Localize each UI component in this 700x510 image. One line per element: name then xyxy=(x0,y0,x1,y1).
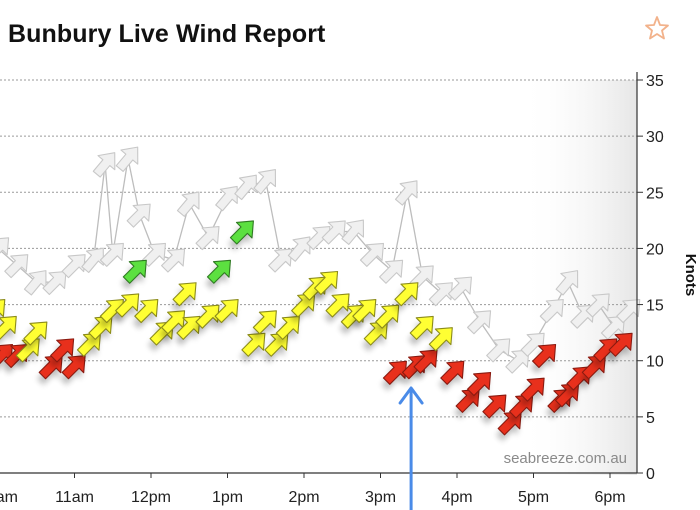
gust-arrow xyxy=(505,349,530,374)
y-tick-label: 35 xyxy=(646,73,664,90)
gust-arrow xyxy=(215,185,238,212)
wind-arrow-yellow xyxy=(239,332,266,363)
gust-arrow xyxy=(341,219,364,245)
wind-arrow-yellow xyxy=(174,315,201,346)
y-tick-label: 30 xyxy=(646,129,664,146)
gust-arrow xyxy=(92,152,116,178)
gust-arrow xyxy=(467,310,492,335)
y-tick-label: 25 xyxy=(646,185,664,202)
wind-arrow-yellow xyxy=(21,321,48,352)
x-tick-label: 12pm xyxy=(131,489,171,506)
gust-arrow xyxy=(61,254,86,279)
wind-arrow-red xyxy=(530,343,557,374)
wind-arrow-red xyxy=(606,332,633,363)
wind-arrow-yellow xyxy=(427,327,453,357)
wind-arrow-red xyxy=(48,338,75,369)
y-tick-label: 5 xyxy=(646,410,655,427)
gust-arrow xyxy=(234,174,257,201)
wind-arrow-green xyxy=(228,220,254,251)
gust-arrow xyxy=(195,226,220,251)
y-axis-label: Knots xyxy=(682,254,699,297)
gust-arrow xyxy=(0,237,10,262)
wind-arrow-yellow xyxy=(312,270,339,301)
wind-arrow-green xyxy=(121,259,147,290)
x-tick-label: 1pm xyxy=(212,489,243,506)
wind-arrow-yellow xyxy=(132,299,159,329)
wind-arrow-yellow xyxy=(113,293,140,324)
wind-arrow-red xyxy=(438,360,465,391)
x-tick-label: 2pm xyxy=(288,489,319,506)
wind-arrow-red xyxy=(519,377,545,408)
x-tick-label: 3pm xyxy=(365,489,396,506)
y-tick-label: 0 xyxy=(646,466,655,483)
x-tick-label: 6pm xyxy=(594,489,625,506)
wind-arrow-green xyxy=(205,259,232,290)
wind-arrow-red xyxy=(411,349,438,380)
wind-arrow-yellow xyxy=(408,315,434,346)
gust-arrow xyxy=(253,169,277,195)
y-tick-label: 15 xyxy=(646,298,664,315)
gust-arrow xyxy=(268,248,293,273)
wind-arrow-yellow xyxy=(213,299,239,329)
gust-arrow xyxy=(600,315,625,340)
gust-arrow xyxy=(585,293,610,318)
wind-arrow-yellow xyxy=(251,310,277,341)
gust-arrow xyxy=(42,270,67,296)
gust-arrow xyxy=(161,248,186,273)
x-tick-label: 4pm xyxy=(441,489,472,506)
page-title: Bunbury Live Wind Report xyxy=(8,20,326,48)
up-arrow-marker-icon xyxy=(398,386,424,405)
wind-arrow-yellow xyxy=(350,299,377,329)
y-tick-label: 10 xyxy=(646,354,664,371)
gust-arrow xyxy=(394,180,418,206)
gust-arrow xyxy=(287,236,311,262)
gust-arrow xyxy=(176,191,200,217)
wind-arrow-yellow xyxy=(0,299,6,329)
right-fade xyxy=(520,80,637,475)
wind-arrow-red xyxy=(480,394,507,425)
gust-arrow xyxy=(447,276,472,301)
gust-arrow xyxy=(359,242,385,267)
wind-arrow-red xyxy=(465,372,492,402)
gust-arrow xyxy=(555,270,579,296)
gust-arrow xyxy=(379,259,404,284)
wind-arrow-yellow xyxy=(0,315,17,346)
gust-arrow xyxy=(126,203,151,228)
star-outline-icon[interactable] xyxy=(643,14,671,42)
wind-arrow-yellow xyxy=(323,293,350,324)
gust-arrow xyxy=(115,146,139,173)
x-tick-label: 10am xyxy=(0,489,18,506)
gust-arrow xyxy=(428,282,453,307)
gust-arrow xyxy=(4,254,29,279)
gust-arrow xyxy=(81,247,104,274)
gust-arrow xyxy=(539,299,564,324)
wind-arrow-yellow xyxy=(170,282,197,313)
wind-arrow-yellow xyxy=(392,282,419,313)
wind-arrow-yellow xyxy=(373,304,400,335)
chart-credit: seabreeze.com.au xyxy=(504,450,627,467)
wind-arrow-yellow xyxy=(274,315,300,346)
y-tick-label: 20 xyxy=(646,241,664,258)
gust-arrow xyxy=(99,242,124,267)
gust-arrow xyxy=(486,338,511,363)
wind-arrow-red xyxy=(60,355,86,386)
x-tick-label: 5pm xyxy=(518,489,549,506)
x-tick-label: 11am xyxy=(55,489,94,506)
